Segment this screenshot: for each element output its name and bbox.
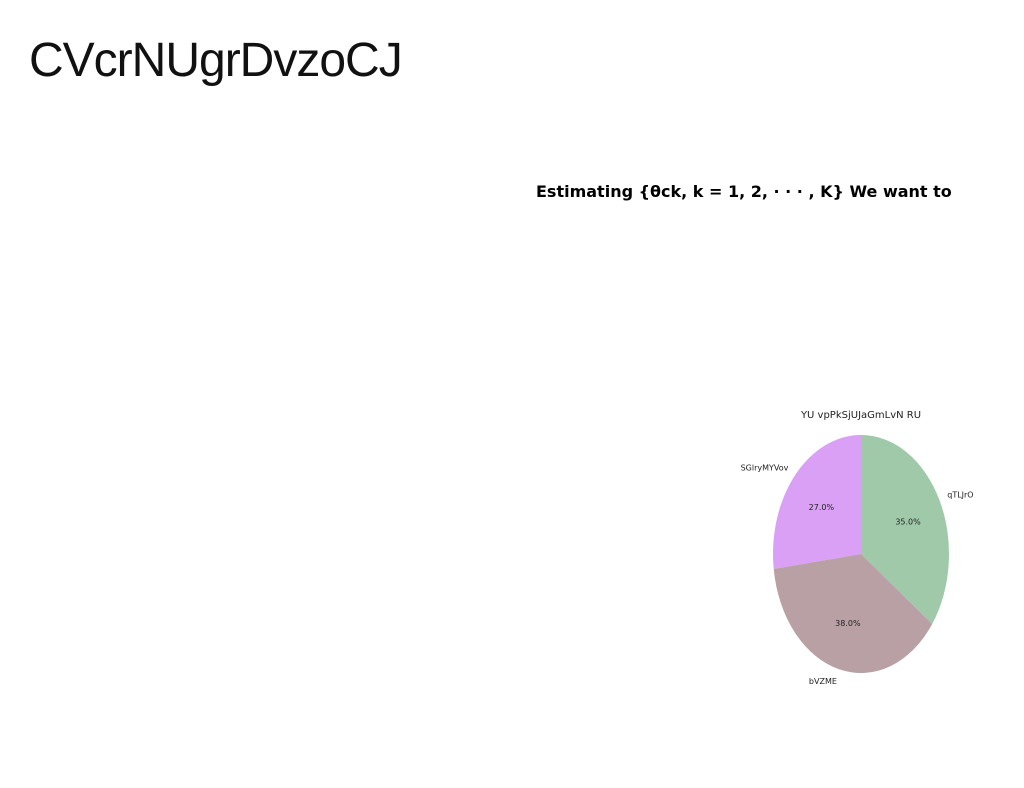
slice-category-label: SGlryMYVov: [741, 463, 789, 472]
pie-chart: YU vpPkSjUJaGmLvN RU 35.0% qTLJrO 38.0% bVZ…: [730, 398, 990, 698]
pie-slice-qtljro: [861, 435, 949, 624]
page-title: CVcrNUgrDvzoCJ: [29, 34, 403, 87]
slice-category-label: bVZME: [809, 677, 837, 686]
pie-slices: [773, 435, 949, 673]
section-heading: Estimating {θck, k = 1, 2, · · · , K} We…: [536, 182, 952, 201]
pie-slice-sglrymyvov: [773, 435, 861, 569]
chart-title: YU vpPkSjUJaGmLvN RU: [800, 410, 921, 421]
slice-percent-label: 38.0%: [835, 619, 861, 628]
slice-percent-label: 35.0%: [895, 518, 921, 527]
slice-category-label: qTLJrO: [947, 491, 973, 500]
slice-percent-label: 27.0%: [809, 503, 835, 512]
pie-chart-svg: YU vpPkSjUJaGmLvN RU 35.0% qTLJrO 38.0% bVZ…: [741, 410, 974, 686]
pie-slice-bvzme: [773, 554, 933, 673]
pie-labels: 35.0% qTLJrO 38.0% bVZME 27.0% SGlryMYVov: [741, 463, 974, 685]
